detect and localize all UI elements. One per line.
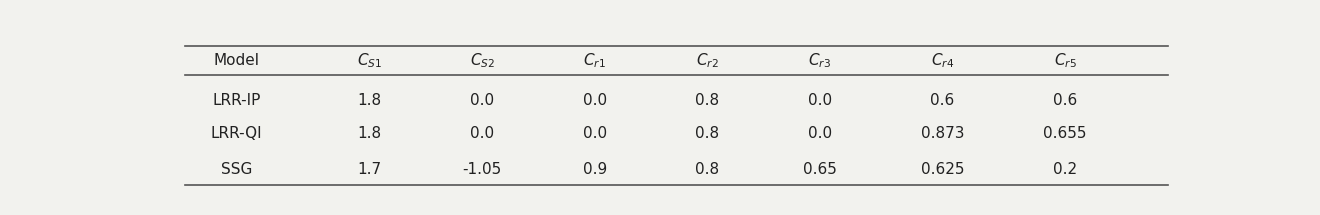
Text: 0.0: 0.0: [470, 93, 494, 108]
Text: LRR-IP: LRR-IP: [213, 93, 261, 108]
Text: 0.0: 0.0: [582, 93, 607, 108]
Text: 0.8: 0.8: [696, 93, 719, 108]
Text: $C_{r5}$: $C_{r5}$: [1053, 51, 1077, 70]
Text: 0.9: 0.9: [582, 162, 607, 177]
Text: 0.0: 0.0: [582, 126, 607, 141]
Text: $C_{r4}$: $C_{r4}$: [931, 51, 954, 70]
Text: SSG: SSG: [220, 162, 252, 177]
Text: 0.0: 0.0: [470, 126, 494, 141]
Text: 0.0: 0.0: [808, 126, 832, 141]
Text: 0.625: 0.625: [921, 162, 964, 177]
Text: 1.7: 1.7: [358, 162, 381, 177]
Text: 0.873: 0.873: [921, 126, 964, 141]
Text: 1.8: 1.8: [358, 126, 381, 141]
Text: -1.05: -1.05: [462, 162, 502, 177]
Text: $C_{r3}$: $C_{r3}$: [808, 51, 832, 70]
Text: LRR-QI: LRR-QI: [211, 126, 263, 141]
Text: 0.65: 0.65: [803, 162, 837, 177]
Text: $C_{S2}$: $C_{S2}$: [470, 51, 495, 70]
Text: 0.2: 0.2: [1053, 162, 1077, 177]
Text: 0.8: 0.8: [696, 162, 719, 177]
Text: 0.6: 0.6: [931, 93, 954, 108]
Text: 1.8: 1.8: [358, 93, 381, 108]
Text: 0.0: 0.0: [808, 93, 832, 108]
Text: $C_{S1}$: $C_{S1}$: [356, 51, 383, 70]
Text: 0.8: 0.8: [696, 126, 719, 141]
Text: Model: Model: [214, 53, 260, 68]
Text: 0.6: 0.6: [1053, 93, 1077, 108]
Text: $C_{r1}$: $C_{r1}$: [583, 51, 606, 70]
Text: 0.655: 0.655: [1044, 126, 1086, 141]
Text: $C_{r2}$: $C_{r2}$: [696, 51, 718, 70]
